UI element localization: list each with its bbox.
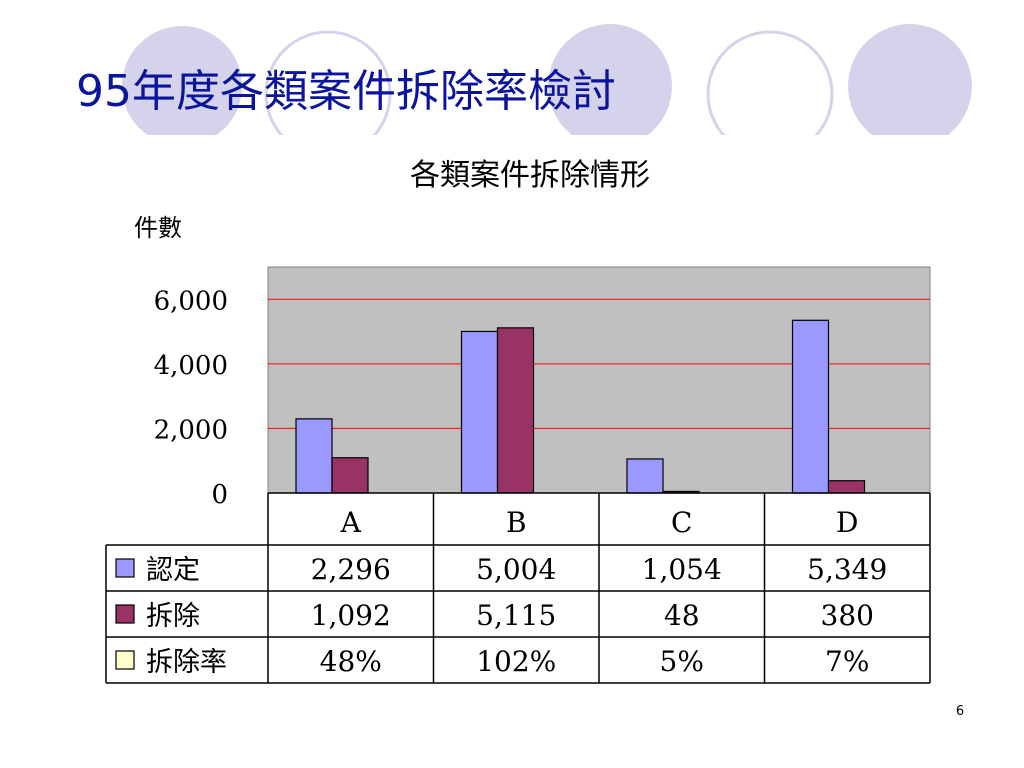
slide-title: 95年度各類案件拆除率檢討 [76,66,616,117]
y-tick-label: 0 [211,480,228,510]
decor-circle-filled [122,26,242,140]
table-cell: 380 [821,599,874,632]
legend-swatch [115,604,135,624]
decor-circle-filled [548,24,672,140]
table-cell: 7% [825,645,869,678]
table-cell: 2,296 [311,553,391,586]
legend-label: 拆除 [146,601,200,632]
bar-demolished [827,480,866,494]
decor-circle-filled [848,24,972,140]
chart-title: 各類案件拆除情形 [410,158,650,193]
legend-label: 拆除率 [146,647,227,678]
table-cell: 5% [660,645,704,678]
decor-circle-outline [706,30,834,140]
bar-recognized [626,458,664,494]
table-cell: 5,349 [807,553,887,586]
x-tick-label: C [671,506,692,539]
decorative-circles [0,0,1024,140]
legend-label: 認定 [146,555,200,586]
legend-swatch [115,650,135,670]
legend-swatch [115,558,135,578]
table-cell: 48% [320,645,382,678]
bar-recognized [791,319,830,494]
decor-circle-outline [264,30,392,140]
x-tick-label: B [506,506,527,539]
slide-number: 6 [955,704,965,719]
x-tick-label: A [340,506,362,539]
y-axis-label: 件數 [134,214,182,242]
table-cell: 102% [476,645,556,678]
bar-recognized [295,418,333,494]
table-cell: 5,115 [476,599,556,632]
table-cell: 1,054 [642,553,722,586]
table-cell: 5,004 [476,553,556,586]
x-tick-label: D [836,506,858,539]
table-cell: 48 [664,599,700,632]
y-tick-label: 4,000 [154,351,228,381]
y-tick-label: 6,000 [154,286,228,316]
bar-demolished [496,327,535,494]
y-tick-label: 2,000 [154,415,228,445]
bar-recognized [460,330,499,494]
table-cell: 1,092 [311,599,391,632]
bar-demolished [331,457,369,494]
